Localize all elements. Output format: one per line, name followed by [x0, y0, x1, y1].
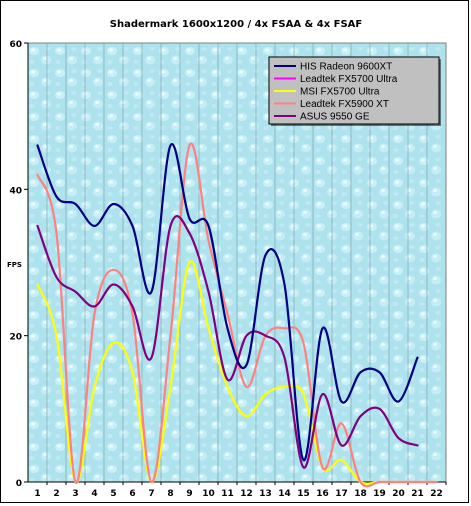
x-tick-label-9: 9: [186, 489, 192, 499]
x-tick-label-6: 6: [129, 489, 135, 499]
y-tick-label-40: 40: [9, 186, 22, 196]
x-tick-label-5: 5: [110, 489, 116, 499]
y-tick-label-0: 0: [16, 479, 22, 489]
legend-label-1: Leadtek FX5700 Ultra: [300, 74, 398, 85]
legend-label-0: HIS Radeon 9600XT: [300, 62, 392, 73]
x-tick-label-14: 14: [278, 489, 291, 499]
x-tick-label-12: 12: [240, 489, 253, 499]
x-tick-label-7: 7: [148, 489, 154, 499]
y-tick-label-60: 60: [9, 40, 22, 50]
series-line-0: [36, 142, 419, 462]
series-line-4: [36, 215, 419, 469]
x-tick-label-21: 21: [411, 489, 424, 499]
y-tick-label-20: 20: [9, 333, 22, 343]
x-tick-label-17: 17: [335, 489, 348, 499]
x-tick-label-13: 13: [259, 489, 272, 499]
x-tick-label-2: 2: [53, 489, 59, 499]
x-tick-label-16: 16: [316, 489, 329, 499]
legend-label-3: Leadtek FX5900 XT: [300, 99, 389, 110]
y-axis-label: FPS: [7, 261, 22, 269]
legend-box: [268, 56, 440, 125]
x-tick-label-1: 1: [34, 489, 40, 499]
legend-label-4: ASUS 9550 GE: [300, 112, 370, 123]
x-tick-label-8: 8: [167, 489, 173, 499]
x-tick-label-19: 19: [373, 489, 386, 499]
x-tick-label-11: 11: [221, 489, 234, 499]
x-tick-label-3: 3: [72, 489, 78, 499]
legend-label-2: MSI FX5700 Ultra: [300, 87, 380, 98]
x-tick-label-18: 18: [354, 489, 367, 499]
series-line-3: [36, 142, 438, 488]
chart-title: Shadermark 1600x1200 / 4x FSAA & 4x FSAF: [110, 19, 362, 30]
x-tick-label-22: 22: [430, 489, 443, 499]
x-tick-label-20: 20: [392, 489, 405, 499]
x-tick-label-4: 4: [91, 489, 97, 499]
series-layer: [36, 142, 438, 488]
x-tick-label-15: 15: [297, 489, 310, 499]
x-tick-label-10: 10: [202, 489, 215, 499]
